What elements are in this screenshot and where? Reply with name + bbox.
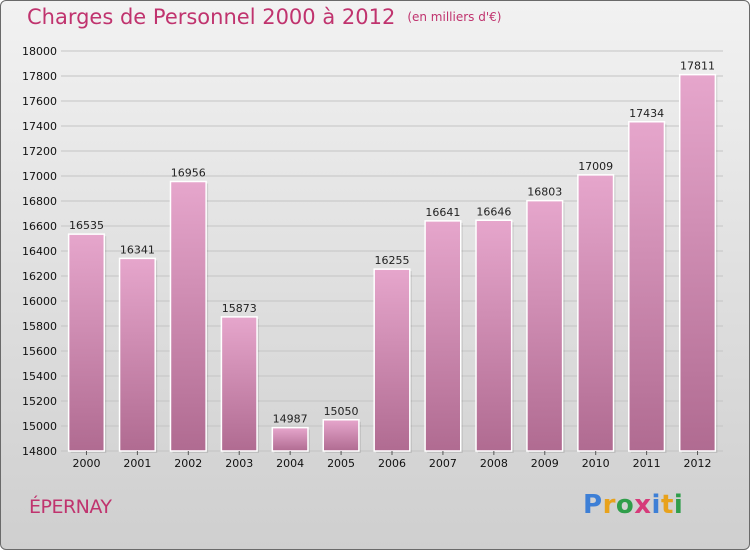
y-tick-label: 16800	[22, 195, 57, 208]
data-label-2008: 16646	[476, 205, 511, 218]
bar-2000	[67, 233, 106, 452]
bar-2001	[118, 257, 156, 452]
y-tick-label: 18000	[22, 45, 57, 58]
city-name: ÉPERNAY	[29, 496, 112, 518]
data-label-2012: 17811	[680, 60, 715, 73]
logo-letter: t	[660, 490, 674, 520]
logo-letter: P	[583, 490, 603, 520]
y-tick-label: 14800	[22, 445, 57, 458]
chart-subtitle: (en milliers d'€)	[407, 10, 502, 24]
x-tick-label: 2010	[582, 457, 610, 470]
x-tick-label: 2004	[276, 457, 304, 470]
logo-letter: x	[634, 490, 652, 520]
y-tick-label: 17800	[22, 70, 57, 83]
data-label-2010: 17009	[578, 160, 613, 173]
bar-2010	[577, 174, 615, 452]
bar-2006	[373, 268, 411, 452]
bar-2008	[475, 219, 513, 452]
data-label-2004: 14987	[273, 413, 308, 426]
bar-2011	[628, 121, 666, 452]
x-tick-label: 2011	[633, 457, 661, 470]
bar-2005	[322, 419, 360, 452]
logo-letter: i	[651, 490, 661, 520]
chart-title-text: Charges de Personnel 2000 à 2012	[27, 5, 396, 29]
x-tick-label: 2008	[480, 457, 508, 470]
y-tick-label: 16400	[22, 245, 57, 258]
y-tick-label: 17000	[22, 170, 57, 183]
x-tick-label: 2007	[429, 457, 457, 470]
y-tick-label: 15800	[22, 320, 57, 333]
data-label-2003: 15873	[222, 302, 257, 315]
y-tick-label: 17400	[22, 120, 57, 133]
logo-letter: r	[602, 490, 616, 520]
x-tick-label: 2006	[378, 457, 406, 470]
x-tick-label: 2002	[174, 457, 202, 470]
bar-2007	[424, 220, 462, 452]
x-axis-ticks: 2000 2001 2002 2003 2004 2005 2006 2007 2008 2009…	[72, 451, 712, 470]
y-tick-label: 16600	[22, 220, 57, 233]
data-label-2005: 15050	[324, 405, 359, 418]
bar-2012	[678, 73, 717, 452]
y-tick-label: 15000	[22, 420, 57, 433]
y-tick-label: 16200	[22, 270, 57, 283]
data-label-2001: 16341	[120, 243, 155, 256]
y-tick-label: 15600	[22, 345, 57, 358]
data-label-2000: 16535	[69, 219, 104, 232]
bar-2002	[169, 180, 207, 452]
proxiti-logo: Proxiti	[583, 490, 683, 520]
chart-title: Charges de Personnel 2000 à 2012 (en mill…	[27, 5, 501, 29]
bars: 16535 16341 16956 15873 14987 15050 16255 16641…	[67, 60, 718, 453]
x-tick-label: 2009	[531, 457, 559, 470]
data-label-2002: 16956	[171, 167, 206, 180]
bar-2004	[271, 426, 309, 452]
x-tick-label: 2003	[225, 457, 253, 470]
data-label-2011: 17434	[629, 107, 664, 120]
data-label-2007: 16641	[425, 206, 460, 219]
bar-2003	[220, 316, 258, 452]
y-tick-label: 15400	[22, 370, 57, 383]
logo-letter: i	[673, 490, 684, 520]
x-tick-label: 2000	[72, 457, 100, 470]
logo-letter: o	[615, 490, 635, 520]
y-tick-label: 17200	[22, 145, 57, 158]
y-tick-label: 17600	[22, 95, 57, 108]
y-tick-label: 15200	[22, 395, 57, 408]
x-tick-label: 2001	[123, 457, 151, 470]
x-tick-label: 2012	[684, 457, 712, 470]
bar-2009	[526, 199, 564, 452]
y-tick-label: 16000	[22, 295, 57, 308]
data-label-2006: 16255	[375, 254, 410, 267]
y-axis-ticks: 14800 15000 15200 15400 15600 15800 16000 16200…	[22, 45, 57, 458]
data-label-2009: 16803	[527, 186, 562, 199]
x-tick-label: 2005	[327, 457, 355, 470]
